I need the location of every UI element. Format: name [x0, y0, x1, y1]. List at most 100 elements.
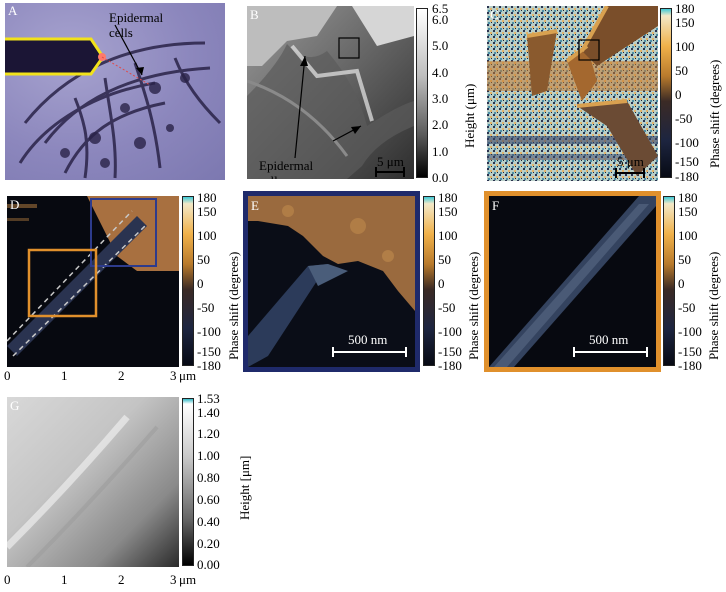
g-xaxis-unit: μm: [179, 572, 197, 587]
panel-b-colorbar: [416, 8, 428, 178]
panel-a-micrograph: A Epidermal cells: [5, 3, 225, 180]
d-xtick: 1: [61, 368, 68, 383]
cbar-f-tick: 150: [678, 204, 698, 219]
cbar-e-tick: 50: [438, 252, 451, 267]
cbar-b-tick: 3.0: [432, 91, 449, 106]
cbar-c-tick: 50: [675, 63, 688, 78]
cbar-b-tick: 6.5: [432, 1, 449, 16]
d-xtick: 0: [4, 368, 11, 383]
panel-b-image: [247, 6, 414, 179]
panel-b-label: B: [250, 7, 259, 22]
panel-e-scale-label: 500 nm: [348, 332, 388, 347]
panel-d-label: D: [10, 197, 20, 212]
cbar-g-tick: 0.40: [197, 514, 220, 529]
cbar-f-tick: 100: [678, 228, 698, 243]
cbar-e-tick: 180: [438, 190, 458, 205]
cbar-c-tick: -50: [675, 111, 693, 126]
cbar-f-tick: -50: [678, 300, 696, 315]
cbar-e-tick: 100: [438, 228, 458, 243]
cbar-g-tick: 1.53: [197, 391, 220, 406]
cbar-d-tick: 100: [197, 228, 217, 243]
cbar-b-tick: 0.0: [432, 170, 449, 185]
panel-b-height-map: B Epidermal cells 5 μm: [247, 6, 414, 179]
cbar-e-tick: -180: [438, 358, 462, 373]
panel-f-colorbar-title: Phase shift (degrees): [706, 251, 721, 360]
probe-outline: [5, 37, 105, 76]
cbar-f-tick: 50: [678, 252, 691, 267]
d-xtick: 2: [118, 368, 125, 383]
cbar-c-tick: 180: [675, 1, 695, 16]
panel-f-label: F: [492, 198, 500, 213]
panel-f-image: [489, 196, 656, 367]
cbar-d-tick: 50: [197, 252, 210, 267]
panel-e-label: E: [251, 198, 259, 213]
cbar-g-tick: 1.00: [197, 448, 220, 463]
panel-c-colorbar-title: Phase shift (degrees): [707, 59, 722, 168]
cbar-g-tick: 0.20: [197, 536, 220, 551]
panel-b-annotation: Epidermal cells: [259, 158, 314, 179]
cbar-g-tick: 0.80: [197, 470, 220, 485]
cbar-d-tick: 150: [197, 204, 217, 219]
d-xaxis-unit: μm: [179, 368, 197, 383]
panel-g-label: G: [10, 398, 20, 413]
panel-c-image: [487, 6, 658, 181]
cbar-c-tick: 0: [675, 87, 682, 102]
panel-e-image: [248, 196, 415, 367]
panel-a-annotation: Epidermal cells: [109, 10, 164, 40]
cbar-d-tick: 180: [197, 190, 217, 205]
cbar-g-tick: 0.60: [197, 492, 220, 507]
panel-b-scale-bar: [375, 167, 405, 177]
cbar-c-tick: -180: [675, 169, 699, 184]
cbar-f-tick: -150: [678, 344, 702, 359]
panel-f-colorbar: [663, 196, 675, 366]
cbar-g-tick: 0.00: [197, 557, 220, 572]
panel-g-colorbar: [182, 398, 194, 566]
panel-a-label: A: [8, 3, 18, 18]
cbar-c-tick: -100: [675, 135, 699, 150]
cbar-f-tick: -100: [678, 324, 702, 339]
cbar-b-tick: 4.0: [432, 65, 449, 80]
panel-d-phase-map: D: [7, 196, 179, 367]
g-xtick: 3: [170, 572, 177, 587]
cbar-e-tick: 0: [438, 276, 445, 291]
d-xtick: 3: [170, 368, 177, 383]
cbar-c-tick: -150: [675, 154, 699, 169]
panel-e-phase-map: E 500 nm: [243, 191, 420, 372]
g-xtick: 2: [118, 572, 125, 587]
panel-b-scale-label: 5 μm: [377, 154, 404, 169]
cbar-d-tick: 0: [197, 276, 204, 291]
cbar-e-tick: 150: [438, 204, 458, 219]
panel-a-image: [5, 24, 222, 179]
panel-c-scale-bar: [615, 168, 645, 178]
panel-e-scale-bar: [332, 347, 407, 357]
cbar-f-tick: 0: [678, 276, 685, 291]
cbar-e-tick: -100: [438, 324, 462, 339]
panel-d-colorbar: [182, 196, 194, 366]
cbar-c-tick: 100: [675, 39, 695, 54]
cbar-b-tick: 2.0: [432, 117, 449, 132]
panel-f-scale-bar: [573, 347, 648, 357]
panel-c-colorbar: [660, 8, 672, 178]
panel-e-colorbar-title: Phase shift (degrees): [466, 251, 481, 360]
cbar-b-tick: 5.0: [432, 38, 449, 53]
cbar-g-tick: 1.40: [197, 405, 220, 420]
g-xtick: 1: [61, 572, 68, 587]
cbar-f-tick: -180: [678, 358, 702, 373]
panel-f-scale-label: 500 nm: [589, 332, 629, 347]
cbar-b-tick: 6.0: [432, 12, 449, 27]
cbar-g-tick: 1.20: [197, 426, 220, 441]
panel-b-colorbar-title: Height (μm): [462, 83, 477, 148]
cbar-c-tick: 150: [675, 15, 695, 30]
g-xtick: 0: [4, 572, 11, 587]
cbar-d-tick: -100: [197, 324, 221, 339]
panel-c-scale-label: 5 μm: [617, 154, 644, 169]
cbar-e-tick: -50: [438, 300, 456, 315]
panel-d-image: [7, 196, 179, 357]
panel-d-colorbar-title: Phase shift (degrees): [226, 251, 241, 360]
cbar-d-tick: -150: [197, 344, 221, 359]
panel-g-colorbar-title: Height [μm]: [237, 455, 252, 520]
panel-c-phase-map: C 5 μm: [487, 6, 658, 181]
cbar-d-tick: -50: [197, 300, 215, 315]
cbar-d-tick: -180: [197, 358, 221, 373]
cbar-e-tick: -150: [438, 344, 462, 359]
